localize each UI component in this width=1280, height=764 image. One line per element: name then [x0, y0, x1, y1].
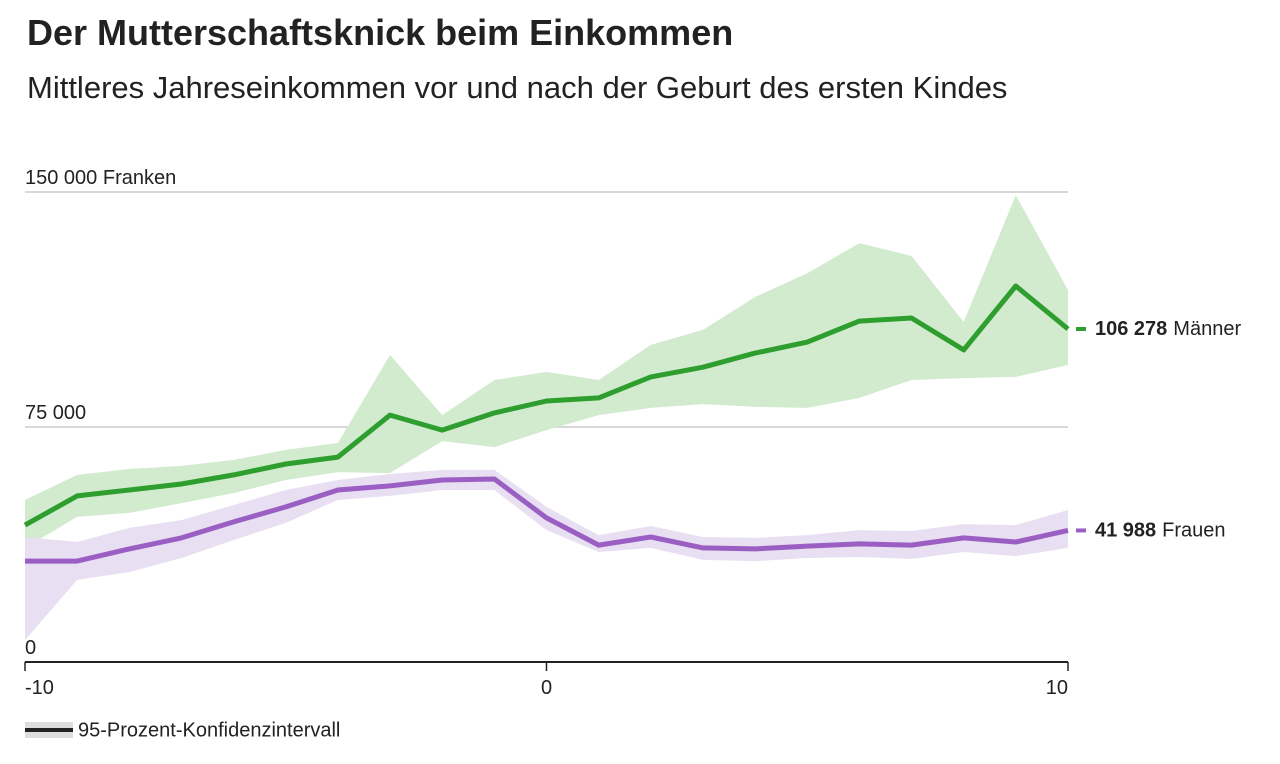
- series-name: Frauen: [1162, 520, 1225, 542]
- end-label: 106 278 Männer: [1095, 318, 1241, 340]
- y-tick-label: 0: [25, 637, 36, 659]
- value-label: 41 988: [1095, 520, 1156, 542]
- chart-subtitle: Mittleres Jahreseinkommen vor und nach d…: [27, 70, 1007, 105]
- y-tick-label: 75 000: [25, 402, 86, 424]
- value-label: 106 278: [1095, 318, 1167, 340]
- x-tick-label: 0: [541, 677, 552, 699]
- legend: 95-Prozent-Konfidenzintervall: [25, 719, 340, 741]
- confidence-band: [25, 469, 1068, 641]
- confidence-band: [25, 195, 1068, 548]
- end-label: 41 988 Frauen: [1095, 520, 1226, 542]
- line: [23, 283, 1070, 528]
- x-tick-label: -10: [25, 677, 54, 699]
- line: [25, 476, 1069, 564]
- y-tick-label: 150 000 Franken: [25, 167, 176, 189]
- series-name: Männer: [1173, 318, 1241, 340]
- chart-title: Der Mutterschaftsknick beim Einkommen: [27, 12, 733, 53]
- x-tick-label: 10: [1046, 677, 1068, 699]
- legend-label: 95-Prozent-Konfidenzintervall: [78, 719, 340, 741]
